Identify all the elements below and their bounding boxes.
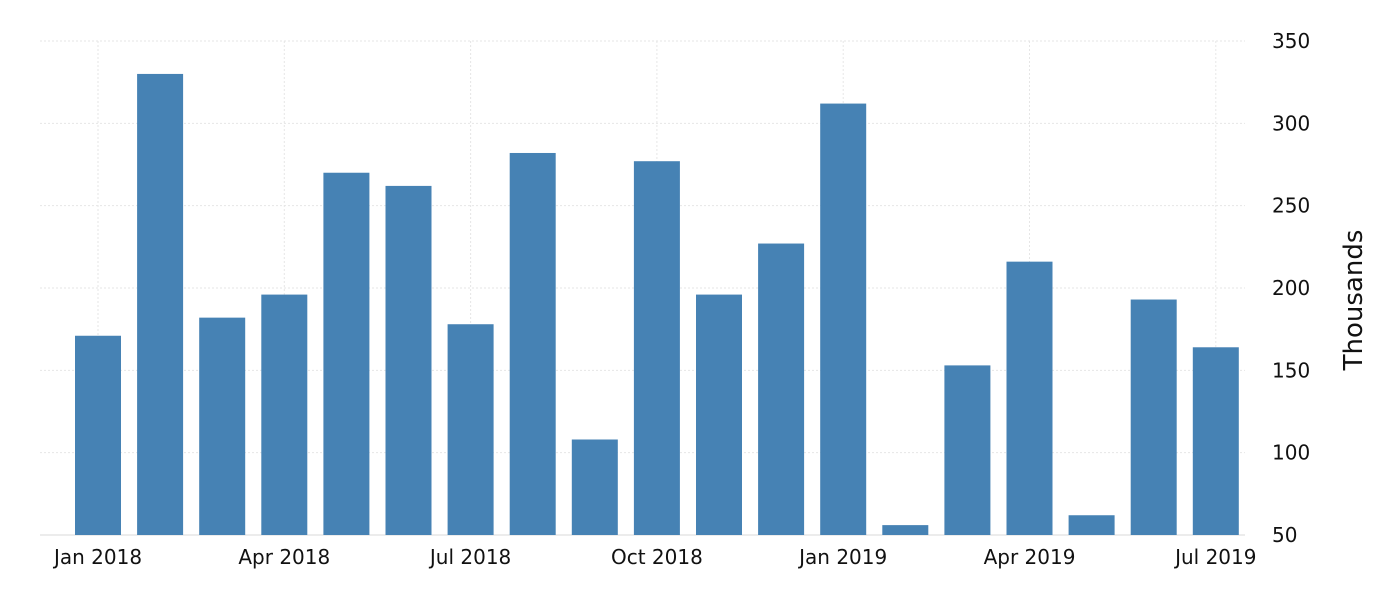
bar-2018-07: [447, 324, 494, 535]
x-tick-label: Apr 2018: [238, 545, 330, 569]
bar-2018-10: [633, 161, 680, 535]
y-tick-label: 50: [1272, 523, 1297, 547]
bar-2019-01: [820, 103, 867, 535]
bar-2018-08: [509, 152, 556, 535]
bar-2018-01: [75, 335, 121, 535]
y-axis-title: Thousands: [1339, 230, 1369, 372]
x-tick-label: Jul 2018: [428, 545, 511, 569]
bar-2018-11: [696, 294, 742, 535]
bar-2018-04: [261, 294, 308, 535]
bar-2018-06: [385, 185, 432, 535]
bar-2019-06: [1130, 299, 1177, 535]
bar-2018-02: [137, 73, 184, 535]
x-tick-label: Jan 2018: [52, 545, 142, 569]
bar-2018-09: [571, 439, 618, 535]
bar-2019-07: [1192, 347, 1239, 535]
bar-2019-03: [944, 365, 991, 535]
bar-2019-05: [1068, 515, 1115, 535]
y-tick-label: 200: [1272, 276, 1310, 300]
x-tick-label: Apr 2019: [984, 545, 1076, 569]
bar-2018-03: [199, 317, 246, 535]
bar-2019-02: [882, 525, 929, 535]
bar-2018-05: [323, 172, 370, 535]
x-tick-label: Jan 2019: [797, 545, 887, 569]
bar-2018-12: [758, 243, 805, 536]
y-tick-label: 300: [1272, 111, 1310, 135]
y-tick-label: 100: [1272, 441, 1310, 465]
x-tick-label: Oct 2018: [611, 545, 703, 569]
bars: [75, 73, 1239, 536]
y-tick-label: 150: [1272, 358, 1310, 382]
y-tick-label: 250: [1272, 194, 1310, 218]
y-tick-label: 350: [1272, 29, 1310, 53]
x-axis-ticks: Jan 2018 Apr 2018 Jul 2018 Oct 2018 Jan 2019…: [52, 545, 1257, 569]
y-axis-ticks: 350 300 250 200 150 100 50: [1272, 29, 1310, 547]
x-tick-label: Jul 2019: [1173, 545, 1256, 569]
bar-2019-04: [1006, 261, 1053, 535]
